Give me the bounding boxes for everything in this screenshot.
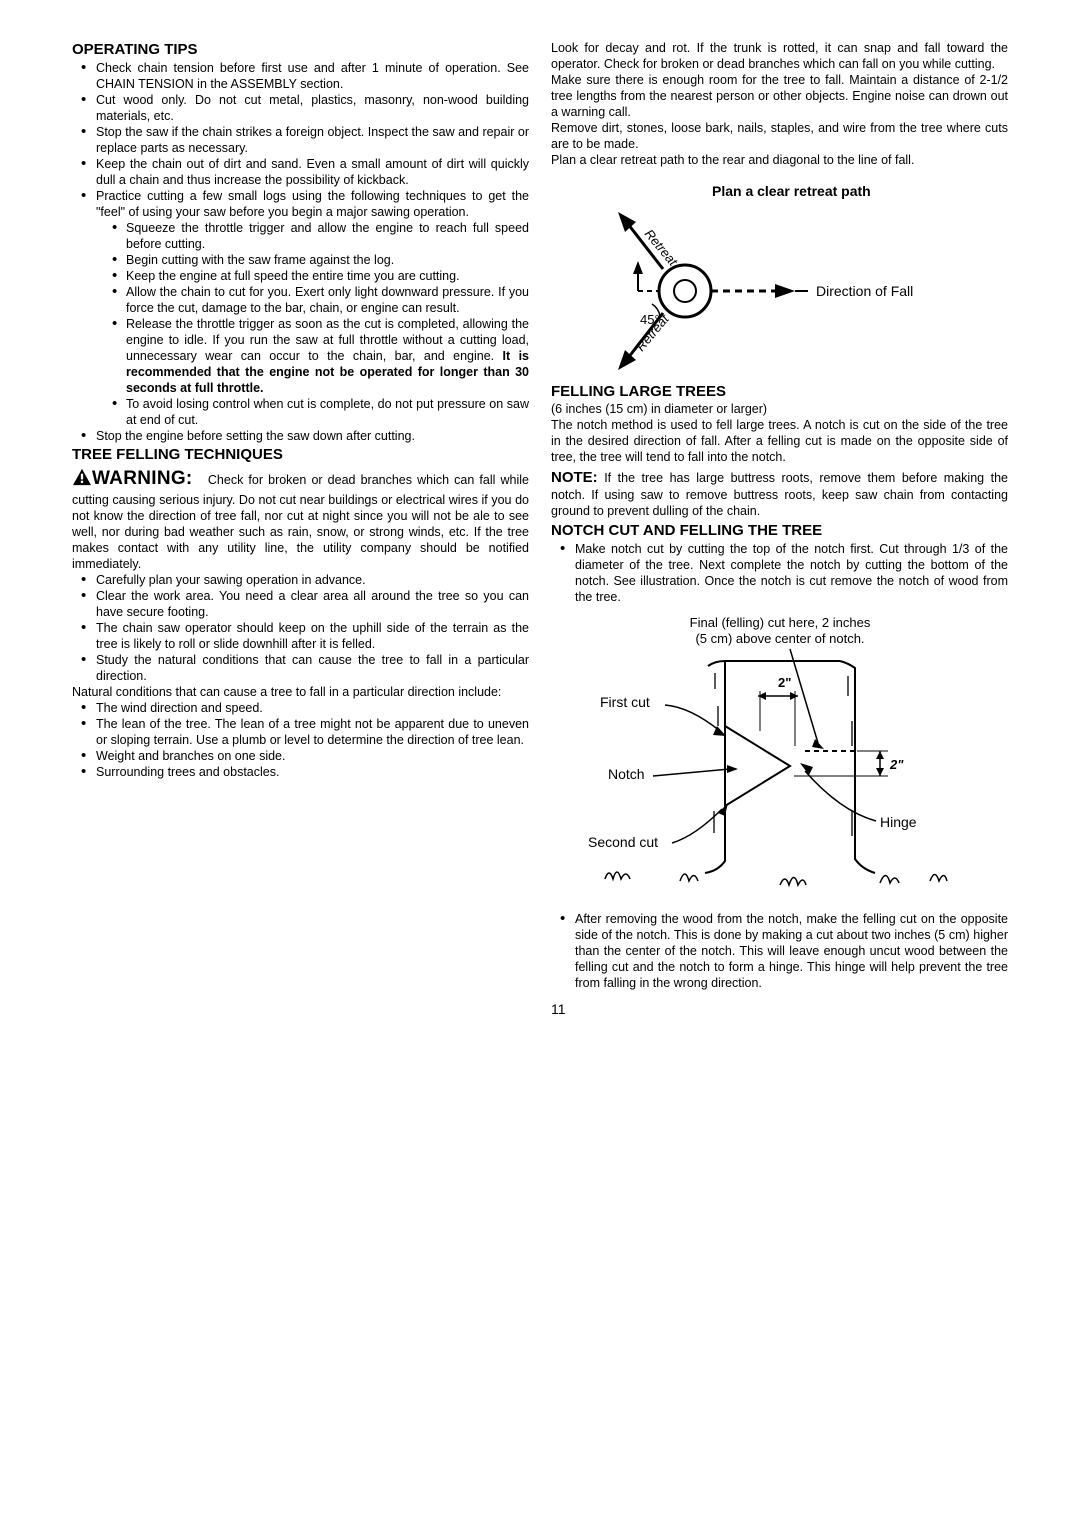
notch-cut-svg: Final (felling) cut here, 2 inches (5 cm… [580, 611, 980, 901]
list-item: After removing the wood from the notch, … [560, 911, 1008, 991]
list-item: To avoid losing control when cut is comp… [112, 396, 529, 428]
list-item: The chain saw operator should keep on th… [81, 620, 529, 652]
felling-body: The notch method is used to fell large t… [551, 417, 1008, 465]
felling-sub: (6 inches (15 cm) in diameter or larger) [551, 401, 1008, 417]
page-content: OPERATING TIPS Check chain tension befor… [72, 40, 1008, 1018]
room-paragraph: Make sure there is enough room for the t… [551, 72, 1008, 120]
left-column: OPERATING TIPS Check chain tension befor… [72, 40, 529, 1018]
plan-paragraph: Plan a clear retreat path to the rear an… [551, 152, 1008, 168]
fig2-hinge: Hinge [880, 814, 917, 830]
natural-conditions-intro: Natural conditions that can cause a tree… [72, 684, 529, 700]
note-label: NOTE: [551, 469, 598, 486]
tree-felling-heading: TREE FELLING TECHNIQUES [72, 445, 529, 464]
list-item: The wind direction and speed. [81, 700, 529, 716]
list-item: Carefully plan your sawing operation in … [81, 572, 529, 588]
list-item: Allow the chain to cut for you. Exert on… [112, 284, 529, 316]
notch-list-2: After removing the wood from the notch, … [551, 911, 1008, 991]
warning-icon [72, 468, 92, 486]
fig2-second-cut: Second cut [588, 834, 658, 850]
notch-cut-figure: Final (felling) cut here, 2 inches (5 cm… [551, 611, 1008, 905]
remove-paragraph: Remove dirt, stones, loose bark, nails, … [551, 120, 1008, 152]
retreat-path-figure: Plan a clear retreat path Direction of F… [551, 176, 1008, 380]
retreat-path-svg: Plan a clear retreat path Direction of F… [600, 176, 960, 376]
list-item: Release the throttle trigger as soon as … [112, 316, 529, 396]
fig2-first-cut: First cut [600, 694, 650, 710]
operating-tips-heading: OPERATING TIPS [72, 40, 529, 59]
list-item: Keep the chain out of dirt and sand. Eve… [81, 156, 529, 188]
list-item: Clear the work area. You need a clear ar… [81, 588, 529, 620]
note-paragraph: NOTE: If the tree has large buttress roo… [551, 468, 1008, 519]
list-item: Stop the saw if the chain strikes a fore… [81, 124, 529, 156]
list-item: Keep the engine at full speed the entire… [112, 268, 529, 284]
list-item: Cut wood only. Do not cut metal, plastic… [81, 92, 529, 124]
list-item: Begin cutting with the saw frame against… [112, 252, 529, 268]
operating-tips-list: Check chain tension before first use and… [72, 60, 529, 444]
list-item: Weight and branches on one side. [81, 748, 529, 764]
fig2-notch: Notch [608, 766, 645, 782]
warning-paragraph: WARNING: Check for broken or dead branch… [72, 467, 529, 571]
sub-list: Squeeze the throttle trigger and allow t… [96, 220, 529, 428]
list-item: Stop the engine before setting the saw d… [81, 428, 529, 444]
notch-list: Make notch cut by cutting the top of the… [551, 541, 1008, 605]
decay-paragraph: Look for decay and rot. If the trunk is … [551, 40, 1008, 72]
notch-cut-heading: NOTCH CUT AND FELLING THE TREE [551, 521, 1008, 540]
fig1-direction: Direction of Fall [816, 283, 913, 299]
warning-list: Carefully plan your sawing operation in … [72, 572, 529, 684]
natural-conditions-list: The wind direction and speed. The lean o… [72, 700, 529, 780]
fig1-title: Plan a clear retreat path [712, 183, 871, 199]
fig2-two-side: 2" [889, 757, 904, 772]
list-item: Study the natural conditions that can ca… [81, 652, 529, 684]
warning-label: WARNING: [92, 468, 193, 489]
list-item: Check chain tension before first use and… [81, 60, 529, 92]
list-item: Practice cutting a few small logs using … [81, 188, 529, 428]
right-column: Look for decay and rot. If the trunk is … [551, 40, 1008, 1018]
note-body: If the tree has large buttress roots, re… [551, 471, 1008, 518]
list-item-text: Release the throttle trigger as soon as … [126, 317, 529, 363]
list-item-text: Practice cutting a few small logs using … [96, 189, 529, 219]
felling-large-trees-heading: FELLING LARGE TREES [551, 382, 1008, 401]
fig2-cap1: Final (felling) cut here, 2 inches [689, 615, 870, 630]
list-item: The lean of the tree. The lean of a tree… [81, 716, 529, 748]
list-item: Squeeze the throttle trigger and allow t… [112, 220, 529, 252]
fig2-two-top: 2" [778, 675, 791, 690]
list-item: Surrounding trees and obstacles. [81, 764, 529, 780]
list-item: Make notch cut by cutting the top of the… [560, 541, 1008, 605]
page-number: 11 [551, 1001, 1008, 1019]
fig2-cap2: (5 cm) above center of notch. [695, 631, 864, 646]
fig1-angle: 45° [640, 312, 660, 327]
